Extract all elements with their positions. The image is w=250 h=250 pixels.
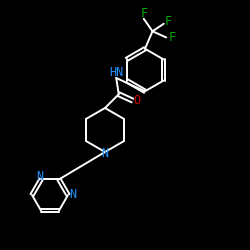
Text: N: N <box>36 170 43 183</box>
Text: N: N <box>102 147 108 160</box>
Text: F: F <box>168 31 175 44</box>
Text: F: F <box>165 15 172 28</box>
Text: HN: HN <box>109 66 124 80</box>
Text: F: F <box>140 7 147 20</box>
Text: N: N <box>69 188 76 202</box>
Text: O: O <box>134 94 140 107</box>
